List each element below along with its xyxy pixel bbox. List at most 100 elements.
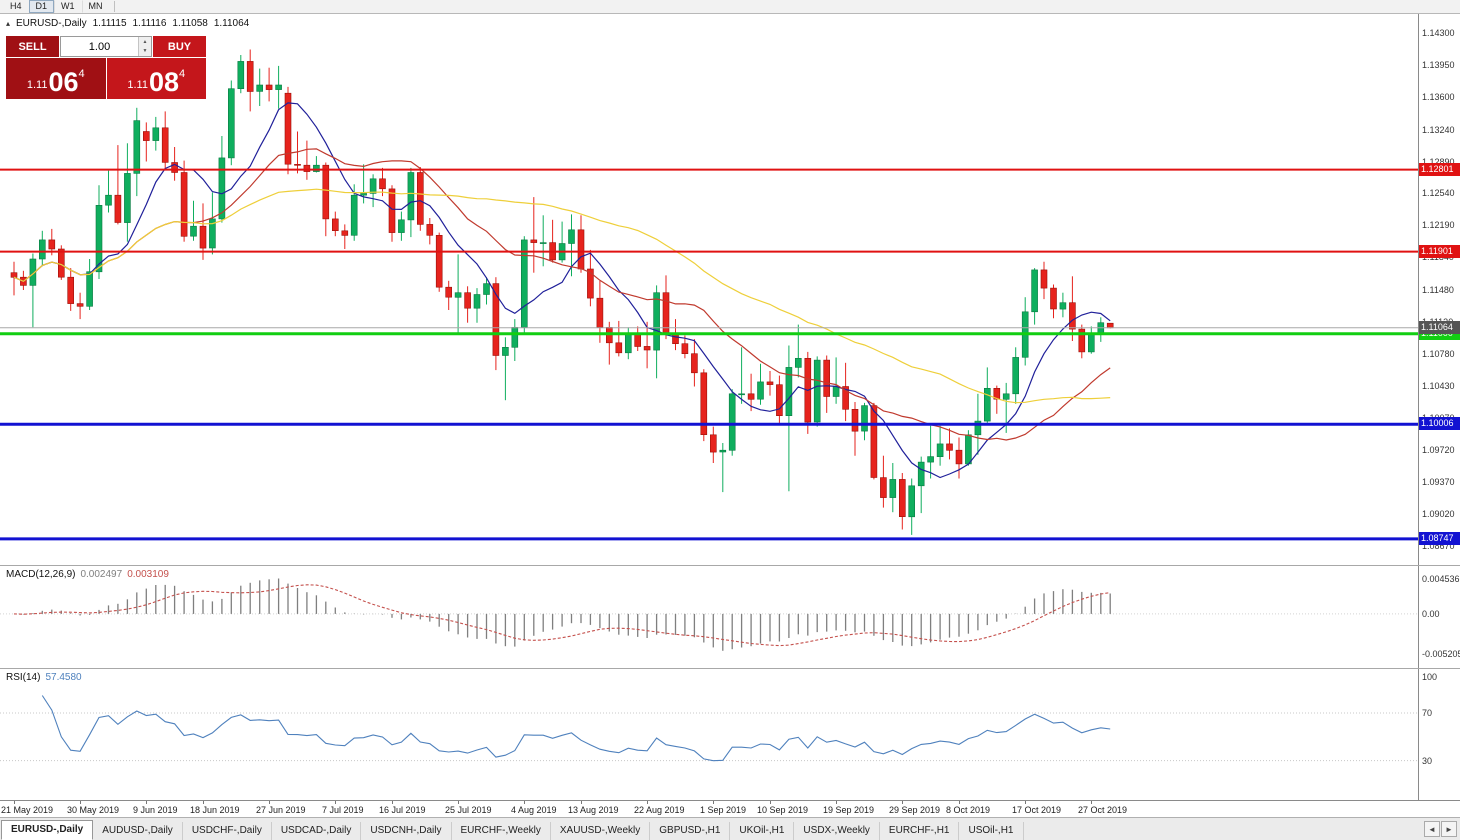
- date-tick: [770, 801, 771, 804]
- timeframe-button-w1[interactable]: W1: [54, 0, 82, 13]
- rsi-axis-label: 70: [1422, 708, 1433, 718]
- chart-tab-list: EURUSD-,Daily AUDUSD-,Daily USDCHF-,Daily U…: [1, 820, 1422, 840]
- chart-tab-audusd-daily[interactable]: AUDUSD-,Daily: [93, 822, 183, 840]
- macd-axis-label: -0.005205: [1422, 649, 1460, 659]
- chart-tab-usoil-h1[interactable]: USOil-,H1: [959, 822, 1024, 840]
- chart-tab-usdcad-daily[interactable]: USDCAD-,Daily: [271, 822, 362, 840]
- date-tick: [269, 801, 270, 804]
- rsi-panel: RSI(14) 57.4580 100 70 30: [0, 668, 1460, 800]
- date-axis-label: 19 Sep 2019: [823, 805, 875, 815]
- date-axis-label: 27 Oct 2019: [1078, 805, 1128, 815]
- sell-price-prefix: 1.11: [26, 79, 48, 91]
- chart-tab-bar: EURUSD-,Daily AUDUSD-,Daily USDCHF-,Daily U…: [0, 817, 1460, 840]
- macd-name: MACD(12,26,9): [6, 569, 76, 580]
- chart-window: ▴ EURUSD-,Daily 1.11115 1.11116 1.11058 …: [0, 14, 1460, 817]
- ohlc-close: 1.11064: [213, 18, 250, 29]
- price-axis-label: 1.09720: [1422, 445, 1455, 455]
- date-axis-label: 29 Sep 2019: [889, 805, 941, 815]
- macd-chart[interactable]: [0, 566, 1418, 668]
- rsi-chart[interactable]: [0, 669, 1418, 800]
- date-tick: [902, 801, 903, 804]
- date-axis-label: 4 Aug 2019: [511, 805, 557, 815]
- buy-price-prefix: 1.11: [127, 79, 148, 91]
- price-axis-label: 1.13600: [1422, 92, 1455, 102]
- macd-signal-value: 0.003109: [127, 569, 169, 580]
- price-axis-label: 1.09370: [1422, 477, 1455, 487]
- buy-price-box[interactable]: 1.11 08 4: [106, 58, 206, 99]
- price-axis-label: 1.08670: [1422, 541, 1455, 551]
- date-tick: [80, 801, 81, 804]
- price-axis-label: 1.12190: [1422, 220, 1455, 230]
- rsi-plot[interactable]: RSI(14) 57.4580: [0, 669, 1418, 800]
- chart-tab-ukoil-h1[interactable]: UKOil-,H1: [730, 822, 795, 840]
- timeframe-button-h4[interactable]: H4: [3, 0, 29, 13]
- chart-tab-eurchf-h1[interactable]: EURCHF-,H1: [879, 822, 960, 840]
- price-axis-label: 1.14300: [1422, 28, 1455, 38]
- price-level-tag: 1.10006: [1419, 417, 1460, 430]
- rsi-axis[interactable]: 100 70 30: [1418, 669, 1460, 800]
- chart-tab-xauusd-weekly[interactable]: XAUUSD-,Weekly: [550, 822, 651, 840]
- price-axis-label: 1.12540: [1422, 188, 1455, 198]
- sell-button[interactable]: SELL: [6, 36, 59, 57]
- date-axis[interactable]: 21 May 2019 30 May 2019 9 Jun 2019 18 Jun 2…: [0, 800, 1460, 817]
- rsi-axis-label: 30: [1422, 756, 1433, 766]
- timeframe-button-d1[interactable]: D1: [28, 0, 55, 13]
- macd-plot[interactable]: MACD(12,26,9) 0.002497 0.003109: [0, 566, 1418, 668]
- date-axis-label: 21 May 2019: [1, 805, 54, 815]
- chart-tab-gbpusd-h1[interactable]: GBPUSD-,H1: [650, 822, 731, 840]
- ohlc-low: 1.11058: [172, 18, 208, 29]
- date-axis-label: 8 Oct 2019: [946, 805, 991, 815]
- date-axis-label: 10 Sep 2019: [757, 805, 809, 815]
- date-tick: [1025, 801, 1026, 804]
- buy-price-pip: 4: [179, 68, 186, 80]
- date-tick: [713, 801, 714, 804]
- tab-scroll-right-button[interactable]: ►: [1441, 821, 1457, 837]
- ohlc-open: 1.11115: [92, 18, 127, 29]
- chart-ohlc-header: ▴ EURUSD-,Daily 1.11115 1.11116 1.11058 …: [6, 18, 249, 29]
- date-tick: [146, 801, 147, 804]
- date-axis-label: 17 Oct 2019: [1012, 805, 1062, 815]
- price-axis[interactable]: 1.14300 1.13950 1.13600 1.13240 1.12890 1.125…: [1418, 14, 1460, 565]
- volume-down-button[interactable]: ▼: [139, 46, 151, 56]
- date-axis-label: 27 Jun 2019: [256, 805, 306, 815]
- volume-spinner: ▲ ▼: [138, 37, 151, 56]
- trade-prices-row: 1.11 06 4 1.11 08 4: [6, 58, 206, 99]
- chart-tab-eurusd-daily[interactable]: EURUSD-,Daily: [1, 820, 94, 840]
- volume-up-button[interactable]: ▲: [139, 37, 151, 47]
- date-tick: [647, 801, 648, 804]
- tab-scroll-left-button[interactable]: ◄: [1424, 821, 1440, 837]
- chart-tab-eurchf-weekly[interactable]: EURCHF-,Weekly: [451, 822, 551, 840]
- date-tick: [524, 801, 525, 804]
- volume-input[interactable]: [61, 37, 138, 56]
- tab-scroll-arrows: ◄ ►: [1422, 819, 1459, 840]
- macd-panel: MACD(12,26,9) 0.002497 0.003109 0.004536…: [0, 565, 1460, 668]
- rsi-axis-label: 100: [1422, 672, 1438, 682]
- chart-tab-usdchf-daily[interactable]: USDCHF-,Daily: [182, 822, 272, 840]
- rsi-value: 57.4580: [45, 672, 82, 683]
- macd-axis[interactable]: 0.004536 0.00 -0.005205: [1418, 566, 1460, 668]
- volume-box: ▲ ▼: [60, 36, 152, 57]
- price-axis-label: 1.10780: [1422, 349, 1455, 359]
- bid-price-tag: 1.11064: [1419, 321, 1460, 334]
- price-plot[interactable]: ▴ EURUSD-,Daily 1.11115 1.11116 1.11058 …: [0, 14, 1418, 565]
- date-axis-label: 18 Jun 2019: [190, 805, 240, 815]
- symbol-title: EURUSD-,Daily: [16, 18, 87, 29]
- date-tick: [581, 801, 582, 804]
- macd-label: MACD(12,26,9) 0.002497 0.003109: [6, 569, 169, 580]
- chart-tab-usdcnh-daily[interactable]: USDCNH-,Daily: [361, 822, 452, 840]
- candlestick-chart[interactable]: [0, 14, 1418, 565]
- timeframe-button-group: H4 D1 W1 MN: [3, 0, 110, 13]
- date-axis-label: 1 Sep 2019: [700, 805, 747, 815]
- rsi-label: RSI(14) 57.4580: [6, 672, 82, 683]
- toolbar-separator: [113, 1, 115, 12]
- timeframe-button-mn[interactable]: MN: [81, 0, 110, 13]
- buy-button[interactable]: BUY: [153, 36, 206, 57]
- chart-tab-usdx-weekly[interactable]: USDX-,Weekly: [794, 822, 880, 840]
- sell-price-box[interactable]: 1.11 06 4: [6, 58, 106, 99]
- date-tick: [335, 801, 336, 804]
- date-axis-label: 7 Jul 2019: [322, 805, 364, 815]
- price-axis-label: 1.13950: [1422, 60, 1455, 70]
- price-level-tag: 1.12801: [1419, 163, 1460, 176]
- date-tick: [1091, 801, 1092, 804]
